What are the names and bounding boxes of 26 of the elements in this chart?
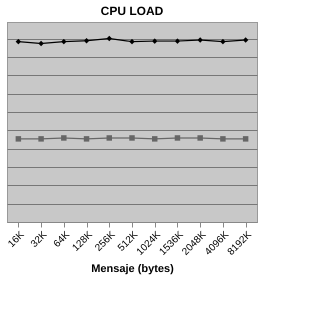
point <box>84 38 90 44</box>
point <box>220 38 226 44</box>
x-axis-title: Mensaje (bytes) <box>91 263 174 276</box>
point <box>16 136 22 142</box>
point <box>38 136 44 142</box>
point <box>197 135 203 141</box>
point <box>129 135 135 141</box>
point <box>16 38 22 44</box>
point <box>152 136 158 142</box>
point <box>220 136 226 142</box>
point <box>61 38 67 44</box>
x-tick-label: 32K <box>29 229 50 250</box>
x-tick-label: 16K <box>6 229 27 250</box>
point <box>106 36 112 42</box>
point <box>38 40 44 46</box>
point <box>174 135 180 141</box>
point <box>152 38 158 44</box>
point <box>242 136 248 142</box>
chart-title: CPU LOAD <box>100 4 164 18</box>
point <box>84 136 90 142</box>
x-tick-label: 64K <box>52 229 72 250</box>
point <box>106 135 112 141</box>
point <box>129 38 135 44</box>
point <box>242 37 248 43</box>
point <box>61 135 67 141</box>
point <box>174 38 180 44</box>
